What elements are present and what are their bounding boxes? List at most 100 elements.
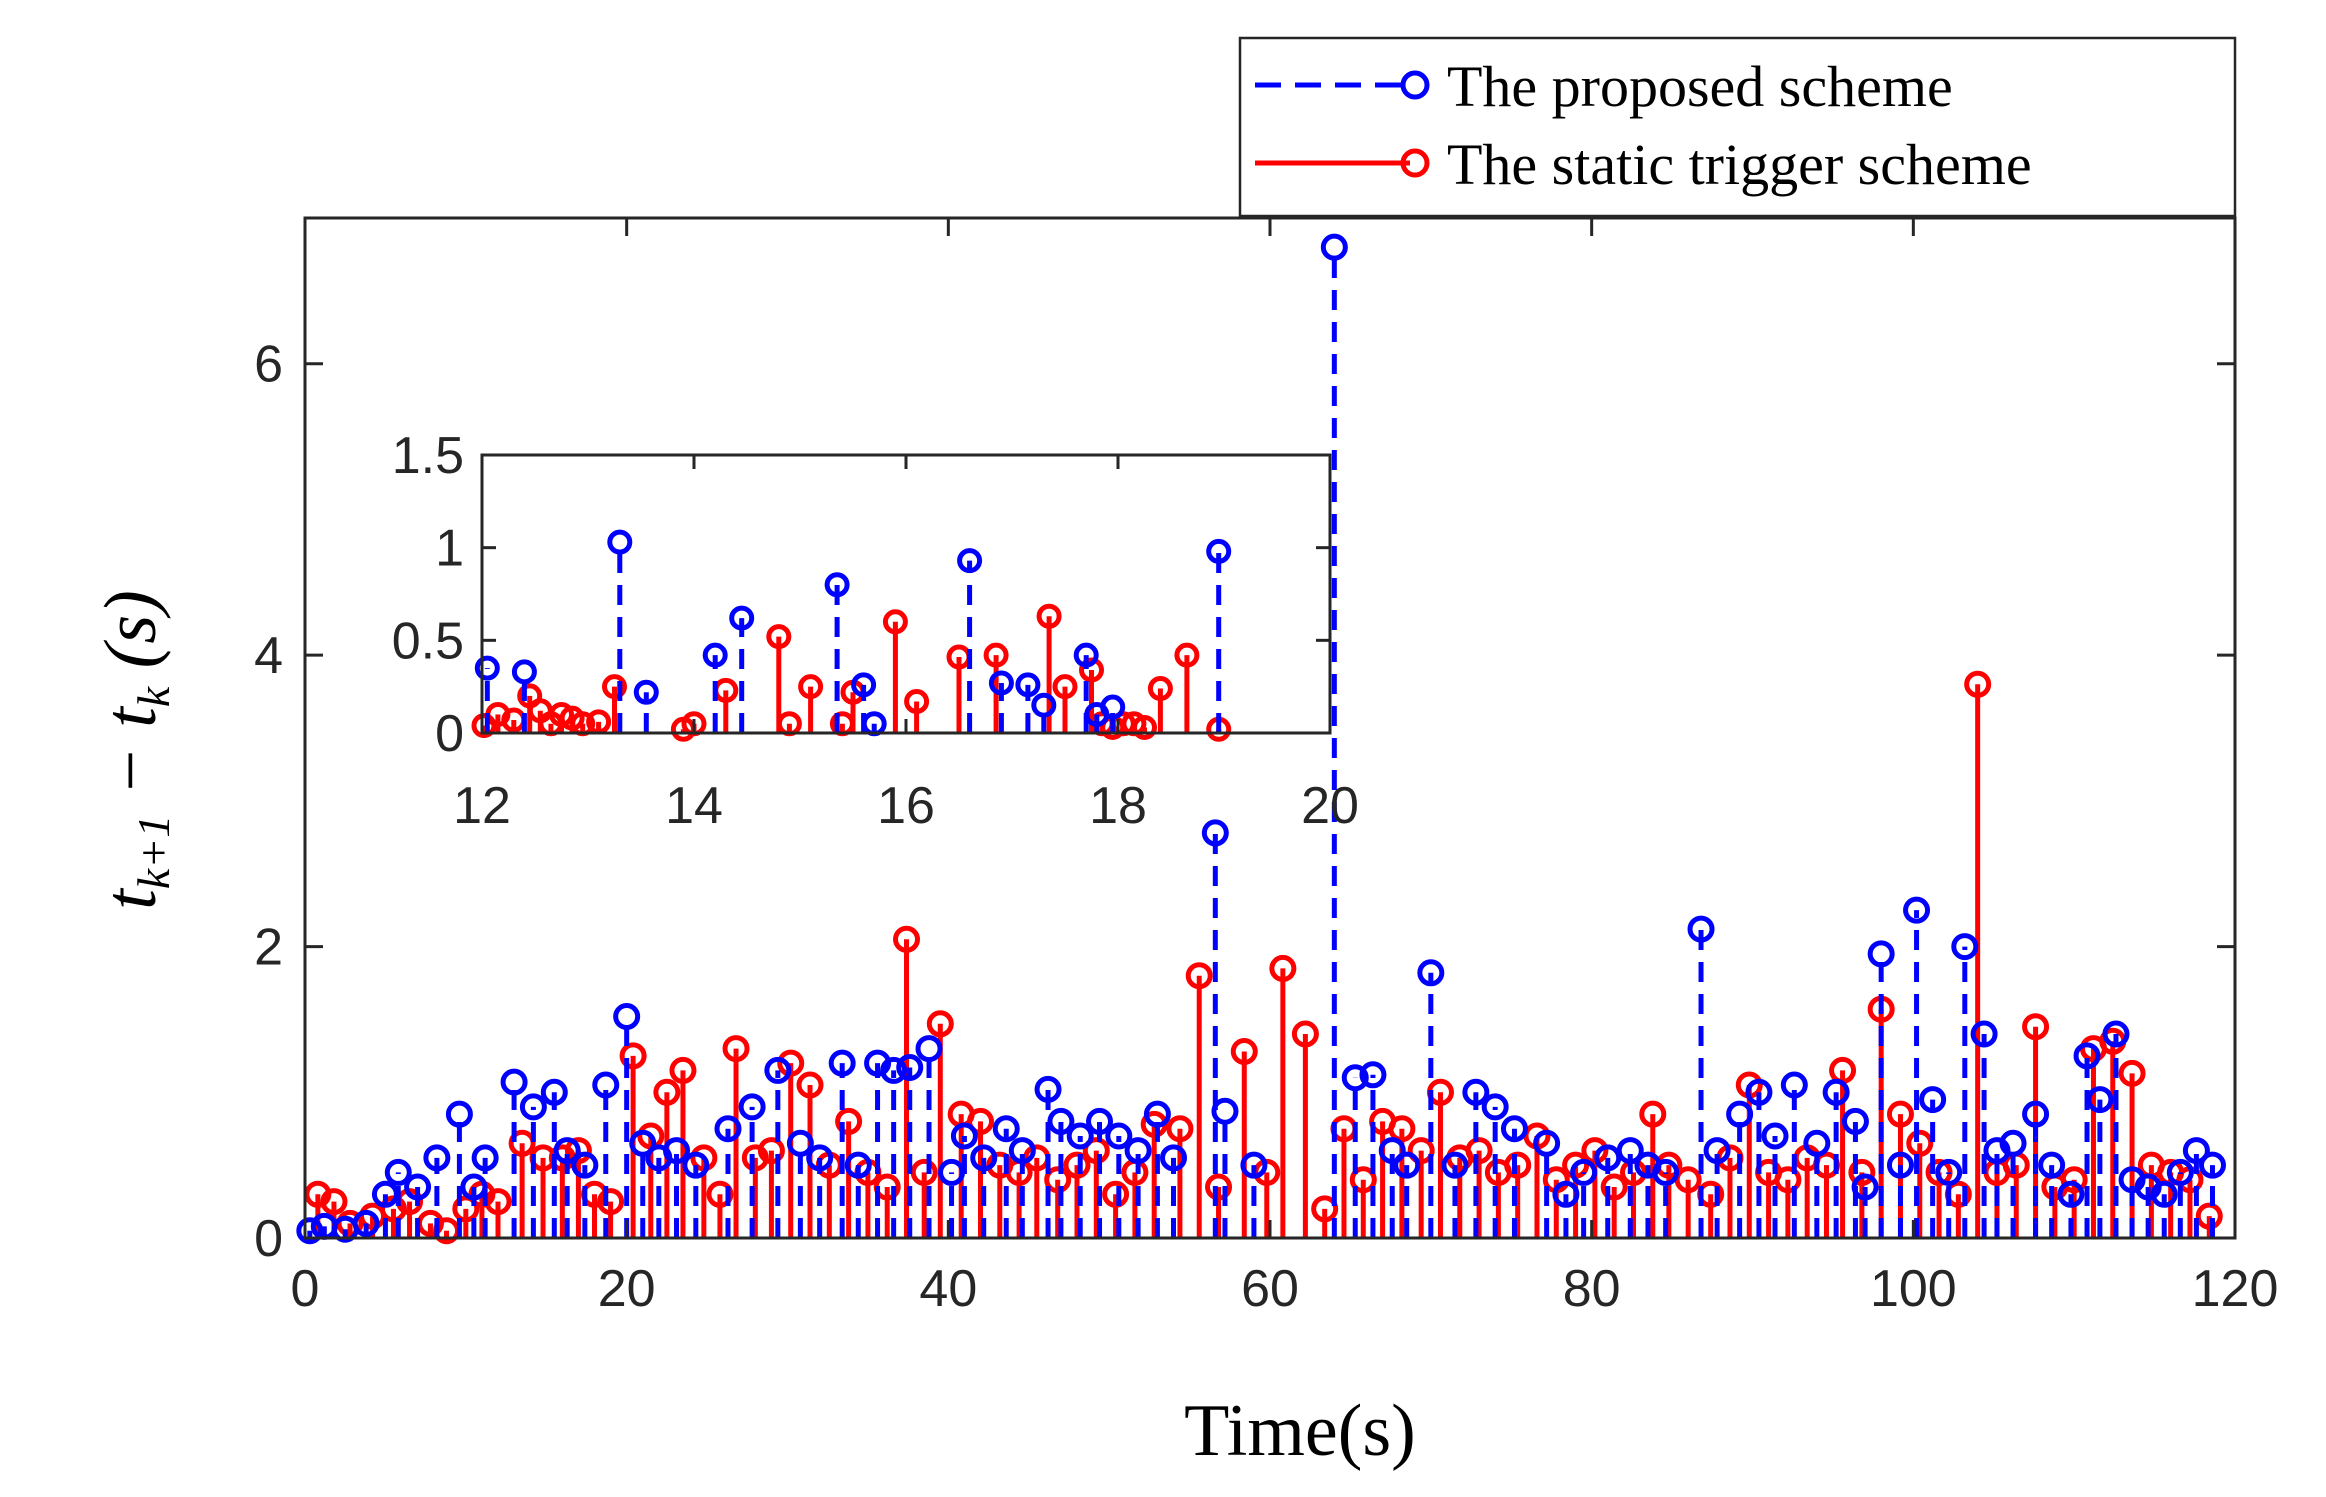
inset-static-scheme-point bbox=[1132, 714, 1157, 740]
inset-proposed-scheme-point bbox=[633, 679, 659, 705]
legend-static-marker bbox=[1400, 148, 1430, 178]
proposed-scheme-point bbox=[1211, 1097, 1239, 1125]
static-scheme-point bbox=[1185, 962, 1213, 990]
proposed-scheme-point bbox=[1886, 1151, 1914, 1179]
proposed-scheme-point bbox=[1780, 1071, 1808, 1099]
inset-proposed-scheme-point bbox=[474, 655, 500, 681]
inset-static-scheme-point bbox=[1174, 642, 1200, 668]
static-scheme-point bbox=[1388, 1115, 1416, 1143]
static-scheme-point bbox=[1774, 1166, 1802, 1194]
proposed-scheme-point bbox=[629, 1129, 657, 1157]
x-tick-label: 120 bbox=[2192, 1260, 2279, 1318]
proposed-scheme-point bbox=[2073, 1042, 2101, 1070]
proposed-scheme-point bbox=[445, 1100, 473, 1128]
proposed-scheme-point bbox=[2038, 1151, 2066, 1179]
svg-text:tk+1 − tk (s): tk+1 − tk (s) bbox=[90, 590, 179, 910]
static-scheme-point bbox=[619, 1042, 647, 1070]
proposed-scheme-point bbox=[1761, 1122, 1789, 1150]
legend-static-label: The static trigger scheme bbox=[1447, 132, 2032, 197]
proposed-scheme-point bbox=[764, 1056, 792, 1084]
inset-static-scheme-point bbox=[1036, 603, 1062, 629]
static-scheme-point bbox=[1230, 1037, 1258, 1065]
proposed-scheme-point bbox=[1047, 1107, 1075, 1135]
x-tick-label: 40 bbox=[919, 1260, 977, 1318]
x-tick-label: 80 bbox=[1563, 1260, 1621, 1318]
proposed-scheme-point bbox=[1462, 1078, 1490, 1106]
inset-y-tick-label: 1 bbox=[435, 520, 464, 578]
main-plot-marks bbox=[296, 233, 2226, 1245]
proposed-scheme-point bbox=[540, 1078, 568, 1106]
x-tick-label: 60 bbox=[1241, 1260, 1299, 1318]
proposed-scheme-point bbox=[806, 1144, 834, 1172]
proposed-scheme-point bbox=[1903, 896, 1931, 924]
proposed-scheme-point bbox=[663, 1137, 691, 1165]
static-scheme-point bbox=[1639, 1100, 1667, 1128]
inset-static-scheme-point bbox=[904, 688, 930, 714]
proposed-scheme-point bbox=[1086, 1107, 1114, 1135]
y-tick-label: 0 bbox=[254, 1210, 283, 1268]
proposed-scheme-point bbox=[1481, 1093, 1509, 1121]
proposed-scheme-point bbox=[2102, 1020, 2130, 1048]
proposed-scheme-point bbox=[682, 1151, 710, 1179]
static-scheme-point bbox=[1044, 1166, 1072, 1194]
static-scheme-point bbox=[1407, 1137, 1435, 1165]
y-axis-label: tk+1 − tk (s) bbox=[90, 590, 179, 910]
proposed-scheme-point bbox=[1919, 1086, 1947, 1114]
inset-proposed-scheme-point bbox=[851, 672, 877, 698]
proposed-scheme-point bbox=[1841, 1107, 1869, 1135]
proposed-scheme-point bbox=[1008, 1137, 1036, 1165]
proposed-scheme-point bbox=[1143, 1100, 1171, 1128]
proposed-scheme-point bbox=[992, 1115, 1020, 1143]
legend-box bbox=[1238, 36, 2237, 218]
proposed-scheme-point bbox=[1745, 1078, 1773, 1106]
proposed-scheme-point bbox=[571, 1151, 599, 1179]
static-scheme-point bbox=[1063, 1151, 1091, 1179]
proposed-scheme-point bbox=[1687, 915, 1715, 943]
inset-proposed-scheme-point bbox=[1100, 694, 1126, 720]
inset-plot-marks bbox=[471, 529, 1232, 742]
proposed-scheme-point bbox=[500, 1068, 528, 1096]
static-scheme-point bbox=[1964, 670, 1992, 698]
inset-proposed-scheme-point bbox=[957, 548, 983, 574]
static-scheme-point bbox=[1205, 1173, 1233, 1201]
static-scheme-point bbox=[1465, 1137, 1493, 1165]
proposed-scheme-point bbox=[2022, 1100, 2050, 1128]
proposed-scheme-point bbox=[1201, 819, 1229, 847]
static-scheme-point bbox=[1600, 1173, 1628, 1201]
static-scheme-point bbox=[910, 1158, 938, 1186]
inset-x-tick-label: 16 bbox=[877, 777, 935, 835]
inset-x-tick-label: 18 bbox=[1089, 777, 1147, 835]
proposed-scheme-point bbox=[1703, 1137, 1731, 1165]
x-tick-label: 0 bbox=[291, 1260, 320, 1318]
proposed-scheme-point bbox=[915, 1035, 943, 1063]
proposed-scheme-point bbox=[2198, 1151, 2226, 1179]
proposed-scheme-point bbox=[1124, 1137, 1152, 1165]
proposed-scheme-point bbox=[1726, 1100, 1754, 1128]
inset-proposed-scheme-point bbox=[729, 605, 755, 631]
static-scheme-point bbox=[320, 1188, 348, 1216]
proposed-scheme-point bbox=[1320, 233, 1348, 261]
proposed-scheme-point bbox=[592, 1071, 620, 1099]
static-scheme-point bbox=[706, 1180, 734, 1208]
proposed-scheme-point bbox=[880, 1056, 908, 1084]
static-scheme-point bbox=[336, 1209, 364, 1237]
y-tick-label: 2 bbox=[254, 919, 283, 977]
inset-proposed-scheme-point bbox=[1206, 538, 1232, 564]
static-scheme-point bbox=[653, 1078, 681, 1106]
x-tick-label: 100 bbox=[1870, 1260, 1957, 1318]
proposed-scheme-point bbox=[2150, 1180, 2178, 1208]
proposed-scheme-point bbox=[970, 1144, 998, 1172]
static-scheme-point bbox=[1269, 954, 1297, 982]
proposed-scheme-point bbox=[1417, 959, 1445, 987]
inset-x-tick-label: 14 bbox=[665, 777, 723, 835]
static-scheme-point bbox=[2060, 1166, 2088, 1194]
static-scheme-point bbox=[508, 1129, 536, 1157]
proposed-scheme-point bbox=[896, 1054, 924, 1082]
static-scheme-point bbox=[452, 1195, 480, 1223]
proposed-scheme-point bbox=[786, 1129, 814, 1157]
proposed-scheme-point bbox=[1822, 1078, 1850, 1106]
static-scheme-point bbox=[1848, 1158, 1876, 1186]
static-scheme-point bbox=[1311, 1195, 1339, 1223]
proposed-scheme-point bbox=[828, 1049, 856, 1077]
inset-x-tick-label: 20 bbox=[1301, 777, 1359, 835]
